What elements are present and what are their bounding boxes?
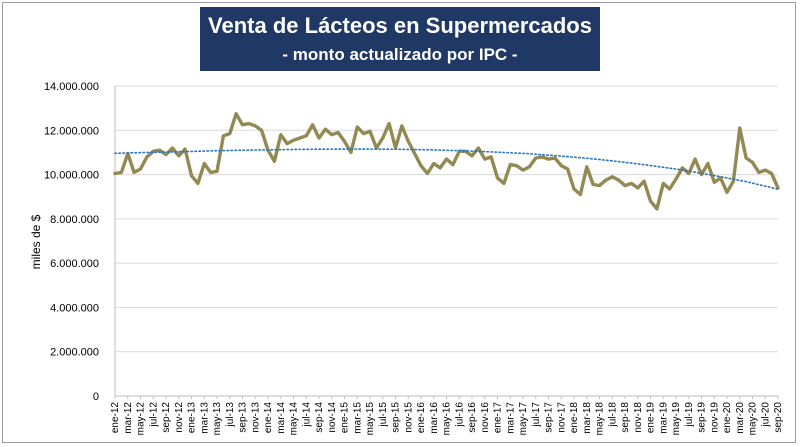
y-tick-label: 8.000.000 (50, 214, 99, 226)
x-tick-label: mar-20 (735, 402, 746, 434)
x-tick-label: may-19 (671, 402, 682, 436)
chart-title: Venta de Lácteos en Supermercados (208, 13, 592, 38)
series-lines (113, 111, 780, 211)
x-tick-label: sep-12 (161, 402, 172, 433)
x-tick-label: sep-17 (544, 402, 555, 433)
x-tick-label: jul-14 (301, 402, 312, 428)
title-banner: Venta de Lácteos en Supermercados - mont… (200, 7, 600, 71)
chart-subtitle: - monto actualizado por IPC - (282, 45, 518, 64)
x-tick-label: may-14 (289, 402, 300, 436)
x-tick-label: may-15 (365, 402, 376, 436)
x-tick-label: nov-14 (327, 402, 338, 433)
x-tick-label: mar-18 (582, 402, 593, 434)
x-tick-label: jul-16 (454, 402, 465, 428)
x-tick-label: jul-15 (378, 402, 389, 428)
x-tick-label: jul-20 (760, 402, 771, 428)
y-tick-label: 10.000.000 (44, 170, 99, 182)
x-tick-label: may-18 (595, 402, 606, 436)
x-tick-label: sep-13 (238, 402, 249, 433)
x-tick-label: ene-17 (493, 402, 504, 434)
x-tick-label: jul-12 (148, 402, 159, 428)
x-tick-label: ene-15 (340, 402, 351, 434)
x-tick-label: may-20 (748, 402, 759, 436)
x-tick-label: ene-13 (187, 402, 198, 434)
y-tick-label: 14.000.000 (44, 81, 99, 93)
grid-lines (114, 85, 778, 397)
x-tick-label: nov-18 (633, 402, 644, 433)
x-tick-label: mar-17 (505, 402, 516, 434)
x-tick-label: sep-18 (620, 402, 631, 433)
x-tick-label: mar-16 (429, 402, 440, 434)
x-tick-label: mar-15 (352, 402, 363, 434)
x-tick-label: nov-17 (556, 402, 567, 433)
x-tick-label: sep-16 (467, 402, 478, 433)
chart-frame (2, 2, 796, 443)
x-tick-label: mar-12 (123, 402, 134, 434)
x-tick-label: nov-12 (174, 402, 185, 433)
x-tick-label: ene-12 (110, 402, 121, 434)
x-tick-label: ene-20 (722, 402, 733, 434)
x-tick-label: jul-19 (684, 402, 695, 428)
x-tick-label: sep-19 (697, 402, 708, 433)
x-tick-label: may-17 (518, 402, 529, 436)
y-tick-label: 6.000.000 (50, 258, 99, 270)
trend-line (114, 148, 779, 190)
x-tick-label: sep-20 (773, 402, 784, 433)
x-tick-label: mar-14 (276, 402, 287, 434)
x-tick-label: mar-19 (658, 402, 669, 434)
x-tick-label: ene-19 (646, 402, 657, 434)
x-tick-label: jul-17 (531, 402, 542, 428)
y-axis-label: miles de $ (29, 214, 43, 269)
x-tick-label: ene-16 (416, 402, 427, 434)
x-tick-label: may-12 (136, 402, 147, 436)
x-tick-label: sep-14 (314, 402, 325, 433)
x-tick-label: nov-19 (709, 402, 720, 433)
y-tick-label: 0 (93, 391, 99, 403)
x-tick-label: jul-18 (607, 402, 618, 428)
y-tick-label: 4.000.000 (50, 302, 99, 314)
x-tick-label: nov-13 (250, 402, 261, 433)
x-tick-label: may-16 (442, 402, 453, 436)
x-tick-label: nov-16 (480, 402, 491, 433)
x-tick-label: jul-13 (225, 402, 236, 428)
x-tick-label: ene-14 (263, 402, 274, 434)
x-tick-label: mar-13 (199, 402, 210, 434)
y-tick-label: 12.000.000 (44, 125, 99, 137)
x-tick-label: nov-15 (403, 402, 414, 433)
y-axis-ticks: 0 2.000.000 4.000.000 6.000.000 8.000.000 10.… (44, 81, 99, 403)
x-tick-label: ene-18 (569, 402, 580, 434)
y-tick-label: 2.000.000 (50, 347, 99, 359)
x-tick-label: sep-15 (391, 402, 402, 433)
x-axis-ticks: ene-12 mar-12 may-12 jul-12 sep-12 nov-12 ene-… (110, 396, 784, 435)
sales-series-line (113, 111, 780, 211)
x-tick-label: may-13 (212, 402, 223, 436)
